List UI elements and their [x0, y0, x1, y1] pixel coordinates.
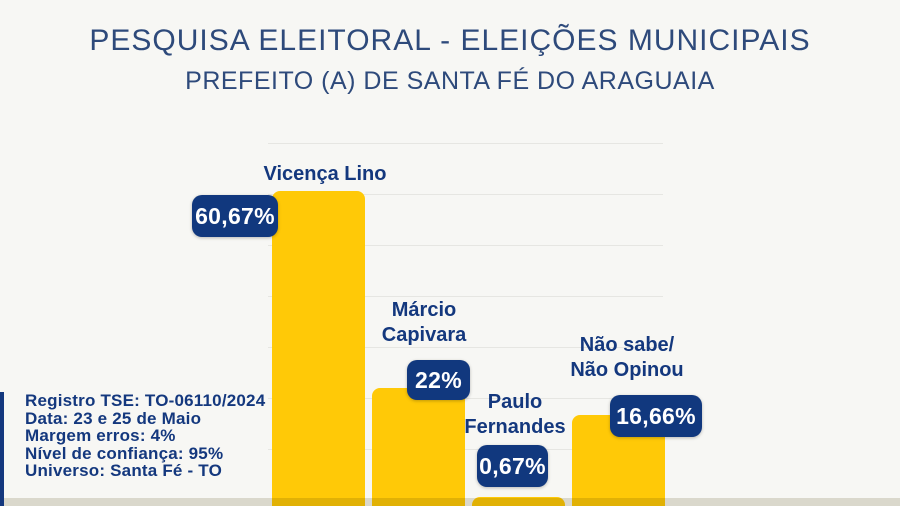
info-confianca: Nível de confiança: 95% — [25, 443, 224, 463]
gridline-40pct — [268, 296, 663, 297]
value-badge: 60,67% — [192, 195, 278, 237]
info-registro: Registro TSE: TO-06110/2024 — [25, 391, 266, 410]
gridline-20pct — [268, 398, 663, 399]
gridline-60pct — [268, 194, 663, 195]
gridline-30pct — [268, 347, 663, 348]
survey-info-block: Registro TSE: TO-06110/2024 Data: 23 e 2… — [25, 392, 265, 480]
gridline-70pct — [268, 143, 663, 144]
candidate-label: Não sabe/ Não Opinou — [570, 334, 684, 381]
info-margem: Margem erros: 4% — [25, 426, 176, 446]
value-badge: 0,67% — [477, 445, 548, 487]
info-universo: Universo: Santa Fé - TO — [25, 461, 222, 481]
gridline-50pct — [268, 245, 663, 246]
info-data: Data: 23 e 25 de Maio — [25, 408, 202, 428]
bottom-shade — [0, 498, 900, 506]
value-badge: 22% — [407, 360, 470, 400]
candidate-label: Márcio Capivara — [381, 299, 467, 346]
bar-vicen-a-lino — [272, 191, 365, 506]
page-subtitle: PREFEITO (A) DE SANTA FÉ DO ARAGUAIA — [185, 67, 715, 95]
value-badge: 16,66% — [610, 395, 702, 437]
bar-m-rcio-capivara — [372, 388, 465, 506]
candidate-label: Vicença Lino — [263, 163, 387, 185]
candidate-label: Paulo Fernandes — [464, 391, 566, 438]
gridline-10pct — [268, 449, 663, 450]
page-title: PESQUISA ELEITORAL - ELEIÇÕES MUNICIPAIS — [89, 24, 811, 57]
accent-stripe — [0, 392, 4, 506]
bar-paulo-fernandes — [472, 497, 565, 506]
